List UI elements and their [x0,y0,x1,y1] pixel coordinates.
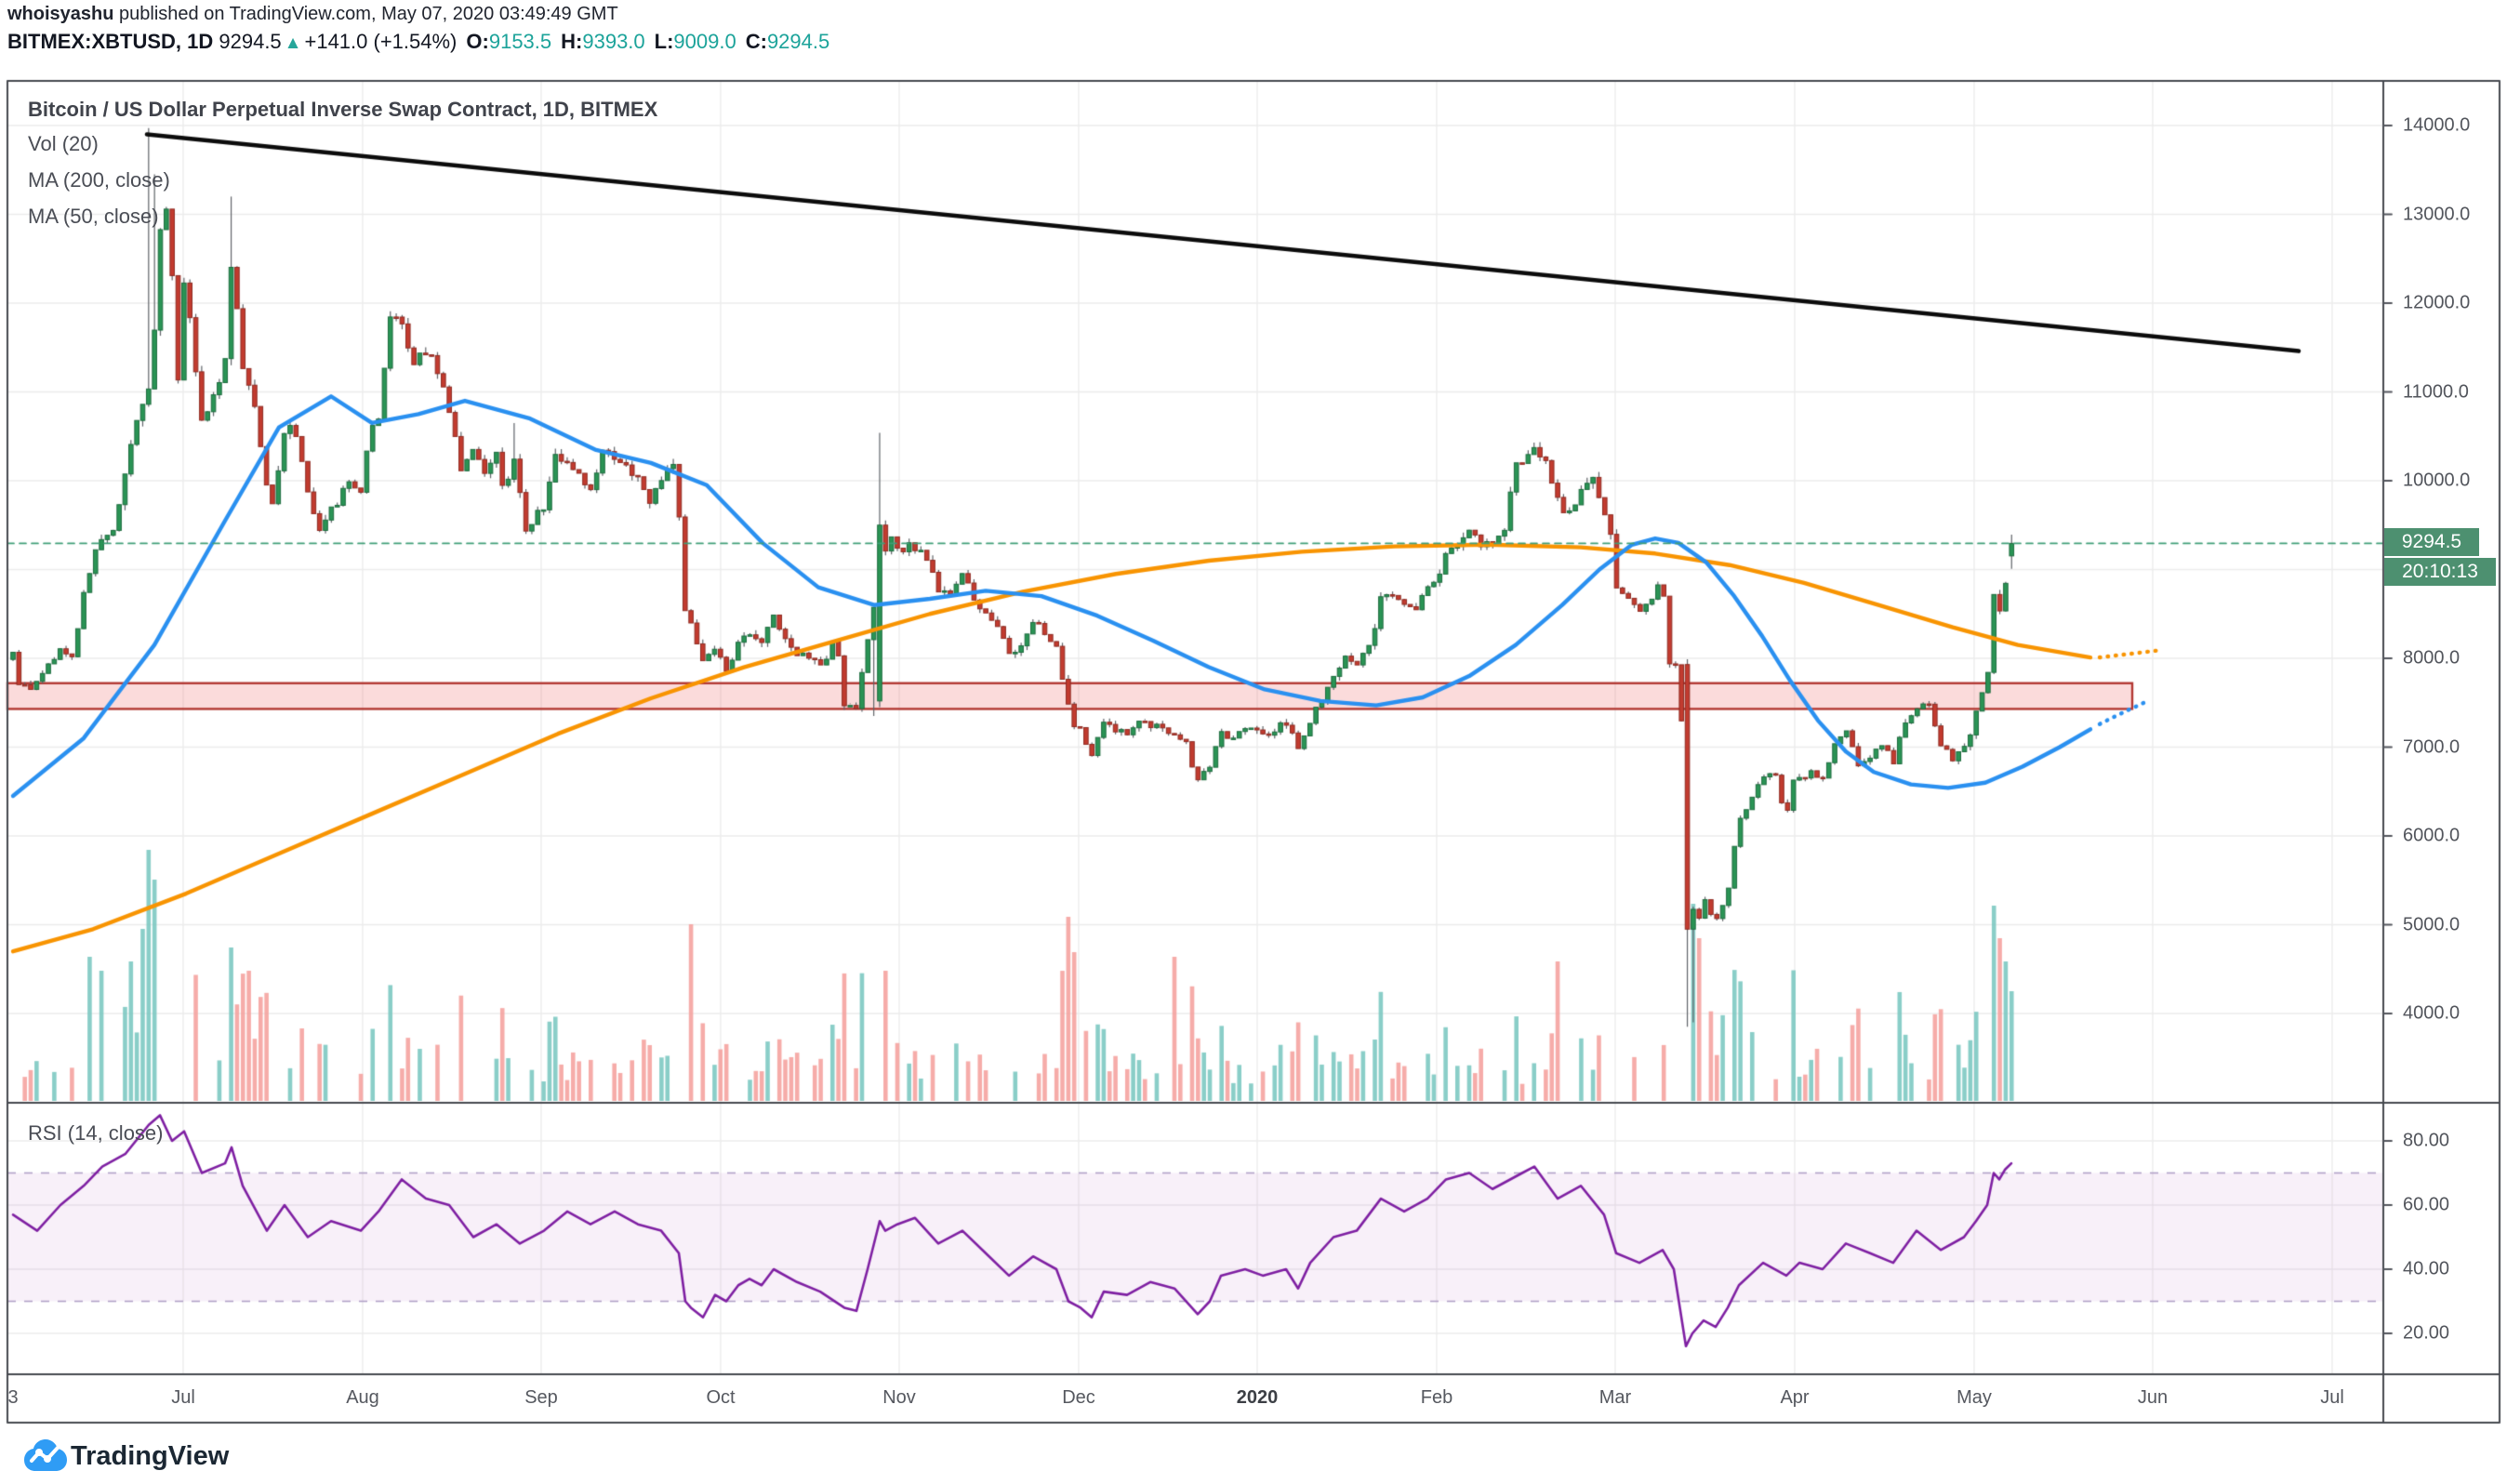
symbol-line: BITMEX:XBTUSD, 1D 9294.5 ▲ +141.0 (+1.54%)… [7,30,829,54]
tradingview-logo-icon[interactable] [24,1436,67,1473]
rsi-tick-label: 80.00 [2403,1130,2450,1151]
price-tick-label: 4000.0 [2403,1002,2461,1024]
price-change: +141.0 (+1.54%) [304,30,458,53]
price-tick-label: 12000.0 [2403,292,2471,313]
time-tick-label: Nov [882,1387,916,1408]
ohlc-label-2: L: [654,30,674,53]
time-tick-label: Jun [2137,1387,2169,1408]
price-tick-label: 8000.0 [2403,647,2461,669]
indicator-label-1[interactable]: MA (200, close) [28,168,170,192]
price-tick-label: 11000.0 [2403,381,2469,402]
time-tick-label: 2020 [1236,1387,1279,1408]
last-price: 9294.5 [219,30,282,53]
price-tick-label: 7000.0 [2403,736,2461,757]
current-price-label: 9294.5 [2384,528,2479,556]
ohlc-value-3: 9294.5 [766,30,830,53]
price-tick-label: 6000.0 [2403,825,2461,846]
ohlc-label-1: H: [561,30,583,53]
ohlc-strip: O:9153.5 H:9393.0 L:9009.0 C:9294.5 [457,30,829,53]
up-triangle-icon: ▲ [284,33,302,53]
time-tick-label: 3 [7,1387,19,1408]
chart-title[interactable]: Bitcoin / US Dollar Perpetual Inverse Sw… [28,98,658,121]
time-tick-label: Sep [524,1387,558,1408]
rsi-tick-label: 20.00 [2403,1322,2450,1344]
publish-info: published on TradingView.com, May 07, 20… [113,4,618,24]
ohlc-label-3: C: [745,30,767,53]
price-tick-label: 14000.0 [2403,114,2471,136]
time-tick-label: Jul [2320,1387,2344,1408]
rsi-tick-label: 60.00 [2403,1194,2450,1215]
ohlc-label-0: O: [466,30,489,53]
indicator-label-0[interactable]: Vol (20) [28,132,99,155]
rsi-tick-label: 40.00 [2403,1258,2450,1279]
author-name: whoisyashu [7,4,114,24]
ohlc-value-0: 9153.5 [488,30,552,53]
time-tick-label: Apr [1780,1387,1810,1408]
price-tick-label: 5000.0 [2403,914,2461,934]
ohlc-value-1: 9393.0 [582,30,645,53]
tradingview-wordmark[interactable]: TradingView [71,1441,230,1471]
indicator-label-2[interactable]: MA (50, close) [28,205,159,228]
price-tick-label: 10000.0 [2403,470,2471,491]
publish-line: whoisyashu published on TradingView.com,… [7,4,618,25]
symbol-name: BITMEX:XBTUSD, 1D [7,30,214,53]
time-tick-label: Dec [1062,1387,1095,1408]
rsi-indicator-label[interactable]: RSI (14, close) [28,1121,164,1145]
time-tick-label: Mar [1598,1387,1632,1408]
candle-countdown-label: 20:10:13 [2384,558,2496,586]
time-tick-label: Oct [706,1387,736,1408]
ohlc-value-2: 9009.0 [673,30,736,53]
time-tick-label: Aug [346,1387,379,1408]
price-tick-label: 13000.0 [2403,204,2471,224]
time-tick-label: May [1957,1387,1992,1408]
time-tick-label: Jul [171,1387,195,1408]
time-tick-label: Feb [1420,1387,1453,1408]
